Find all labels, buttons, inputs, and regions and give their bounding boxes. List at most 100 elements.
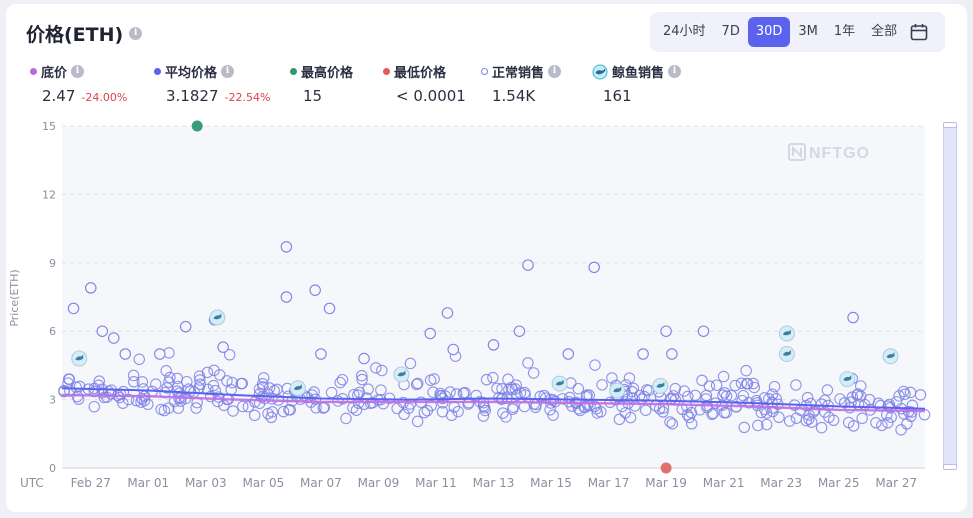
- normal-sale-point: [71, 390, 84, 403]
- normal-sale-point: [773, 411, 785, 424]
- legend-whale-sales[interactable]: 鲸鱼销售 i 161: [592, 62, 682, 105]
- normal-sale-point: [427, 386, 439, 398]
- whale-icon: [782, 350, 791, 356]
- normal-sale-point: [562, 348, 575, 360]
- normal-sale-point: [370, 362, 382, 374]
- x-tick-label: Mar 23: [760, 476, 802, 490]
- y-tick-label: 12: [42, 188, 56, 201]
- x-tick-label: Mar 21: [703, 476, 745, 490]
- normal-sale-point: [725, 389, 738, 402]
- x-tick-label: Mar 13: [473, 476, 515, 490]
- normal-sale-point: [487, 371, 499, 384]
- range-button-all[interactable]: 全部: [871, 24, 898, 39]
- scrollbar-top-handle[interactable]: [943, 122, 957, 128]
- normal-sale-point: [666, 348, 678, 360]
- info-icon[interactable]: i: [668, 65, 682, 78]
- whale-icon: [843, 375, 852, 381]
- whale-icon: [592, 64, 608, 79]
- normal-sale-point: [491, 382, 503, 395]
- page-title: 价格(ETH) i: [26, 20, 143, 47]
- normal-sale-point: [623, 372, 636, 384]
- legend-highest-price[interactable]: 最高价格 15: [290, 62, 353, 105]
- normal-sale-point: [856, 412, 868, 425]
- normal-sale-point: [92, 379, 105, 391]
- whale-sale-point: [652, 377, 669, 394]
- normal-sale-point: [847, 420, 860, 432]
- normal-sale-point: [164, 371, 176, 384]
- normal-sale-point: [752, 419, 764, 432]
- normal-sale-point: [340, 412, 352, 425]
- normal-sale-point: [447, 343, 459, 356]
- normal-sale-point: [893, 390, 905, 402]
- normal-sale-point: [685, 418, 698, 430]
- whale-sale-point: [209, 309, 226, 326]
- normal-sale-point: [253, 397, 266, 410]
- whale-icon: [75, 354, 84, 361]
- legend-floor-price[interactable]: 底价 i 2.47 -24.00%: [30, 62, 127, 105]
- range-button-1y[interactable]: 1年: [833, 24, 856, 39]
- whale-icon: [656, 381, 665, 388]
- normal-sale-point: [242, 401, 255, 413]
- time-range-selector: 24小时 7D 30D 3M 1年 全部: [650, 12, 945, 52]
- y-tick-label: 3: [49, 394, 56, 407]
- x-tick-label: Mar 25: [818, 476, 860, 490]
- average-price-dot-icon: [154, 68, 161, 75]
- normal-sales-ring-icon: [481, 68, 488, 75]
- info-icon[interactable]: i: [221, 65, 235, 78]
- normal-sale-point: [876, 419, 888, 432]
- normal-sale-point: [127, 369, 140, 382]
- normal-sale-point: [846, 391, 859, 403]
- average-price-line: [61, 387, 926, 410]
- calendar-icon[interactable]: [909, 22, 929, 42]
- normal-sale-point: [410, 378, 423, 391]
- normal-sale-point: [353, 386, 366, 399]
- normal-sale-point: [480, 373, 493, 386]
- whale-icon: [782, 329, 791, 336]
- legend-normal-sales[interactable]: 正常销售 i 1.54K: [481, 62, 562, 105]
- range-button-7d[interactable]: 7D: [721, 24, 740, 39]
- normal-sale-point: [108, 332, 120, 344]
- normal-sale-point: [487, 339, 500, 351]
- normal-sale-point: [870, 417, 882, 429]
- normal-sale-point: [62, 373, 75, 385]
- range-button-3m[interactable]: 3M: [798, 24, 818, 39]
- normal-sale-point: [847, 311, 859, 324]
- normal-sale-point: [323, 302, 336, 315]
- floor-price-line: [61, 393, 926, 413]
- normal-sale-point: [706, 408, 718, 421]
- normal-sale-point: [760, 418, 773, 431]
- legend-average-price[interactable]: 平均价格 i 3.1827 -22.54%: [154, 62, 270, 105]
- time-scrollbar[interactable]: [943, 124, 957, 469]
- range-button-30d[interactable]: 30D: [747, 17, 791, 47]
- info-icon[interactable]: i: [548, 65, 562, 78]
- normal-sale-point: [657, 402, 670, 414]
- y-tick-label: 6: [49, 325, 56, 338]
- normal-sale-point: [588, 261, 600, 274]
- normal-sale-point: [119, 348, 132, 360]
- normal-sale-point: [627, 382, 640, 395]
- normal-sale-point: [308, 386, 320, 398]
- average-price-change: -22.54%: [224, 91, 271, 104]
- normal-sale-point: [718, 387, 731, 399]
- highest-price-value: 15: [303, 87, 323, 105]
- legend-lowest-price[interactable]: 最低价格 < 0.0001: [383, 62, 466, 105]
- normal-sale-point: [418, 406, 431, 419]
- info-icon[interactable]: i: [129, 27, 143, 40]
- highest-price-point: [191, 120, 203, 132]
- whale-sale-point: [609, 382, 626, 399]
- legend-label: 最低价格: [394, 66, 447, 81]
- normal-sale-point: [334, 376, 346, 389]
- x-tick-label: Mar 01: [127, 476, 169, 490]
- x-tick-label: Mar 17: [588, 476, 630, 490]
- range-button-24h[interactable]: 24小时: [663, 24, 706, 39]
- x-tick-label: Mar 07: [300, 476, 342, 490]
- whale-icon: [613, 386, 622, 393]
- info-icon[interactable]: i: [71, 65, 85, 78]
- normal-sale-point: [624, 411, 637, 424]
- normal-sale-point: [207, 379, 220, 392]
- watermark-text: NFTGO: [809, 145, 870, 162]
- scrollbar-bottom-handle[interactable]: [943, 464, 957, 470]
- normal-sale-point: [748, 381, 761, 394]
- normal-sale-point: [509, 383, 522, 395]
